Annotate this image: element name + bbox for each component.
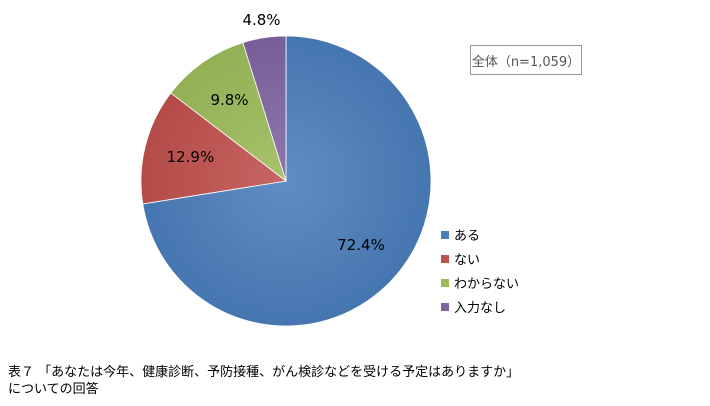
figure-caption: 表７ 「あなたは今年、健康診断、予防接種、がん検診などを受ける予定はありますか」… <box>8 364 698 398</box>
legend-label-3: わからない <box>454 277 519 292</box>
data-label-3: 9.8% <box>210 91 248 109</box>
pie-slice-4 <box>242 35 287 182</box>
caption-line-1: 表７ 「あなたは今年、健康診断、予防接種、がん検診などを受ける予定はありますか」 <box>8 365 520 380</box>
legend-swatch-2 <box>441 255 449 263</box>
legend-label-2: ない <box>454 253 480 268</box>
data-label-1: 72.4% <box>337 236 385 254</box>
pie-labels: 72.4% 12.9% 9.8% 4.8% <box>167 11 385 254</box>
pie-slice-3 <box>170 42 287 183</box>
legend-label-4: 入力なし <box>454 301 506 316</box>
data-label-4: 4.8% <box>242 11 280 29</box>
legend-swatch-4 <box>441 303 449 311</box>
pie-slices <box>140 35 432 327</box>
legend-swatch-1 <box>441 231 449 239</box>
pie-slice-1 <box>142 35 432 327</box>
legend-label-1: ある <box>454 229 480 244</box>
legend-swatch-3 <box>441 279 449 287</box>
pie-slice-2 <box>140 92 287 205</box>
data-label-2: 12.9% <box>167 148 215 166</box>
caption-line-2: についての回答 <box>8 382 99 397</box>
sample-size-note: 全体（n=1,059） <box>470 45 582 75</box>
